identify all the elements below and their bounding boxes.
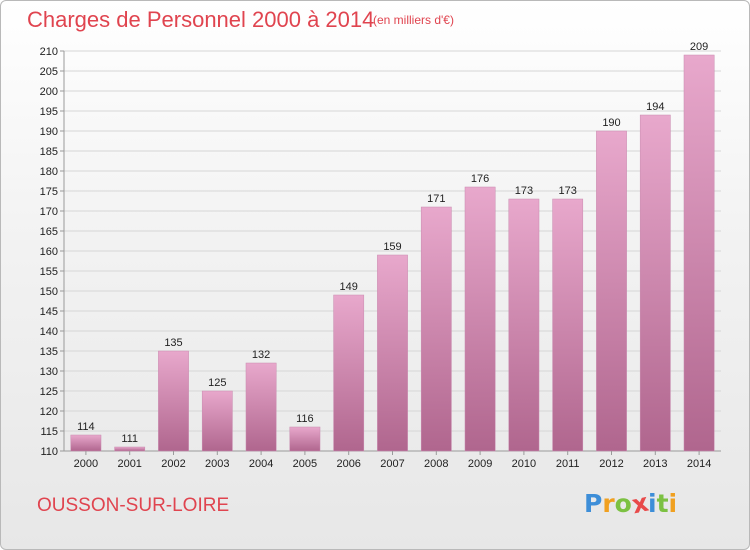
bar-value-label: 135: [164, 337, 182, 349]
x-tick-label: 2009: [468, 458, 492, 470]
bar-value-label: 132: [252, 349, 270, 361]
bar-2014: [683, 54, 715, 452]
logo-letter: P: [584, 489, 603, 518]
logo-letter: i: [668, 489, 678, 518]
y-tick-label: 120: [40, 406, 58, 418]
bar-value-label: 111: [121, 433, 138, 445]
bar-value-label: 209: [690, 41, 708, 53]
bar-value-label: 190: [602, 117, 620, 129]
y-tick-label: 205: [40, 66, 58, 78]
x-tick-label: 2005: [293, 458, 317, 470]
y-tick-label: 180: [40, 166, 58, 178]
y-tick-label: 170: [40, 206, 58, 218]
y-tick-label: 125: [40, 386, 58, 398]
logo-letter: r: [602, 489, 615, 518]
logo-letter: o: [614, 489, 632, 518]
x-tick-label: 2014: [687, 458, 711, 470]
bar-value-label: 176: [471, 173, 489, 185]
bar-2004: [245, 362, 277, 452]
x-tick-label: 2013: [643, 458, 667, 470]
bar-2013: [639, 114, 671, 452]
bar-chart: 110 115 120 125 130 135 140 145 150 155 160 165 170 1…: [40, 41, 721, 470]
y-tick-label: 185: [40, 146, 58, 158]
x-tick-label: 2006: [336, 458, 360, 470]
bar-value-label: 173: [559, 185, 577, 197]
x-tick-label: 2002: [161, 458, 185, 470]
chart-title: Charges de Personnel 2000 à 2014: [27, 7, 375, 32]
y-tick-label: 145: [40, 306, 58, 318]
x-tick-label: 2001: [117, 458, 141, 470]
y-tick-label: 175: [40, 186, 58, 198]
bar-value-label: 194: [646, 101, 664, 113]
bar-2002: [158, 350, 189, 452]
y-tick-label: 165: [40, 226, 58, 238]
bar-value-label: 171: [427, 193, 445, 205]
bar-value-label: 159: [383, 241, 401, 253]
x-tick-label: 2008: [424, 458, 448, 470]
bar-2011: [552, 198, 584, 452]
y-tick-label: 130: [40, 366, 58, 378]
x-tick-label: 2004: [249, 458, 273, 470]
proxiti-logo: Proxiti: [584, 488, 678, 520]
bar-2007: [377, 254, 408, 452]
bar-value-label: 173: [515, 185, 533, 197]
y-tick-label: 115: [40, 426, 58, 438]
bar-value-label: 125: [208, 377, 226, 389]
x-tick-label: 2011: [556, 458, 580, 470]
y-tick-label: 190: [40, 126, 58, 138]
y-tick-label: 110: [40, 446, 58, 458]
bar-2000: [70, 434, 102, 452]
y-tick-label: 210: [40, 46, 58, 58]
x-tick-label: 2003: [205, 458, 229, 470]
bar-2009: [464, 186, 496, 452]
x-tick-label: 2010: [512, 458, 536, 470]
bar-2012: [596, 130, 627, 452]
y-tick-label: 150: [40, 286, 58, 298]
chart-subtitle: (en milliers d'€): [373, 13, 454, 27]
bar-2001: [114, 446, 146, 452]
x-tick-label: 2012: [599, 458, 623, 470]
logo-letter: i: [648, 489, 657, 518]
bar-2006: [333, 294, 365, 452]
commune-name: OUSSON-SUR-LOIRE: [37, 495, 230, 516]
bar-2003: [201, 390, 233, 452]
bar-2005: [289, 426, 321, 452]
bar-value-label: 149: [340, 281, 358, 293]
y-tick-label: 155: [40, 266, 58, 278]
bar-2008: [420, 206, 452, 452]
y-tick-label: 195: [40, 106, 58, 118]
bar-2010: [508, 198, 540, 452]
y-tick-label: 140: [40, 326, 58, 338]
y-tick-label: 200: [40, 86, 58, 98]
x-tick-label: 2000: [74, 458, 98, 470]
logo-letter: t: [656, 489, 669, 518]
y-tick-label: 160: [40, 246, 58, 258]
bar-value-label: 114: [77, 421, 95, 433]
bar-value-label: 116: [296, 413, 314, 425]
y-tick-label: 135: [40, 346, 58, 358]
x-tick-label: 2007: [380, 458, 404, 470]
